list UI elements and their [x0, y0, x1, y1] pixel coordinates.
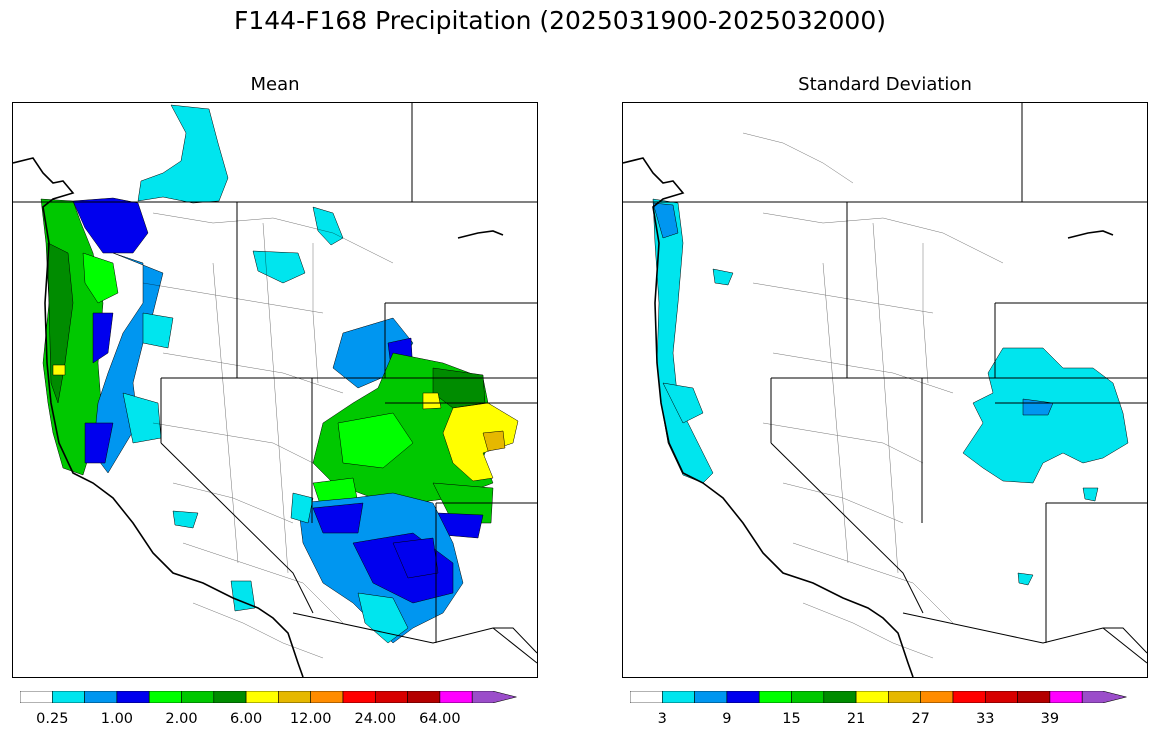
colorbar-swatch: [888, 690, 921, 704]
colorbar-tick-label: 21: [846, 711, 866, 727]
colorbar-swatch: [823, 690, 857, 704]
colorbar-swatch: [19, 690, 53, 704]
basin-region: [72, 197, 149, 254]
colorbar-swatch: [278, 690, 311, 704]
colorbar-swatch: [629, 690, 663, 704]
colorbar-tick-label: 0.25: [36, 711, 69, 727]
political-boundaries: [13, 103, 537, 664]
colorbar-swatch: [181, 690, 215, 704]
basin-region: [712, 268, 734, 286]
basin-region: [290, 492, 314, 524]
basin-region: [312, 206, 344, 246]
basin-region: [52, 364, 66, 376]
basin-region: [230, 580, 256, 612]
stddev-colorbar: [629, 688, 1142, 707]
colorbar-swatch: [920, 690, 954, 704]
colorbar-swatch: [84, 690, 118, 704]
mean-panel-title: Mean: [250, 74, 300, 95]
colorbar-tick-label: 39: [1040, 711, 1060, 727]
basin-region: [442, 402, 519, 482]
great-lakes-coast: [1067, 230, 1114, 239]
colorbar-swatch: [342, 690, 376, 704]
colorbar-swatch: [148, 690, 182, 704]
colorbar-tick-label: 9: [722, 711, 732, 727]
basin-region: [84, 422, 114, 464]
colorbar-swatch: [471, 690, 517, 704]
colorbar-swatch: [51, 690, 85, 704]
stddev-panel-title: Standard Deviation: [798, 74, 972, 95]
basin-boundaries: [142, 212, 394, 659]
coastline: [623, 157, 914, 677]
colorbar-swatch: [758, 690, 792, 704]
colorbar-tick-label: 24.00: [354, 711, 397, 727]
colorbar-swatch: [245, 690, 279, 704]
basin-region: [1017, 572, 1034, 586]
colorbar-swatch: [213, 690, 247, 704]
basin-region: [82, 252, 119, 304]
stddev-map: [622, 102, 1148, 678]
basin-region: [312, 502, 364, 534]
colorbar-tick-label: 27: [911, 711, 930, 727]
basin-region: [422, 392, 442, 410]
colorbar-swatch: [952, 690, 986, 704]
basin-region: [137, 104, 229, 204]
colorbar-tick-label: 1.00: [100, 711, 134, 727]
colorbar-swatch: [407, 690, 441, 704]
colorbar-tick-label: 64.00: [419, 711, 461, 727]
basin-region: [662, 382, 704, 424]
colorbar-tick-label: 12.00: [289, 711, 332, 727]
colorbar-tick-label: 2.00: [165, 711, 198, 727]
stddev-colorbar-swatches: [629, 690, 1127, 704]
colorbar-tick-label: 33: [976, 711, 995, 727]
basin-region: [337, 412, 414, 469]
basin-region: [652, 198, 714, 484]
stddev-fill: [652, 198, 1129, 586]
colorbar-swatch: [1017, 690, 1051, 704]
basin-region: [392, 537, 439, 579]
basin-region: [92, 312, 114, 364]
political-boundaries: [623, 103, 1147, 664]
colorbar-swatch: [439, 690, 473, 704]
coastline: [13, 157, 304, 677]
colorbar-swatch: [310, 690, 344, 704]
colorbar-swatch: [855, 690, 889, 704]
colorbar-swatch: [116, 690, 150, 704]
basin-region: [962, 347, 1129, 484]
mean-colorbar-swatches: [19, 690, 517, 704]
colorbar-tick-label: 15: [782, 711, 801, 727]
colorbar-tick-label: 6.00: [229, 711, 263, 727]
colorbar-swatch: [1049, 690, 1083, 704]
basin-region: [142, 312, 174, 349]
colorbar-swatch: [1081, 690, 1127, 704]
gulf-coast: [1107, 627, 1147, 654]
gulf-coast: [497, 627, 537, 654]
colorbar-swatch: [726, 690, 760, 704]
basin-region: [47, 242, 74, 404]
basin-boundaries: [742, 132, 1004, 659]
colorbar-tick-label: 3: [657, 711, 667, 727]
basin-region: [482, 430, 506, 452]
colorbar-swatch: [374, 690, 408, 704]
colorbar-swatch: [984, 690, 1018, 704]
figure-title: F144-F168 Precipitation (2025031900-2025…: [233, 6, 886, 35]
basin-region: [172, 510, 199, 529]
mean-map: [12, 102, 538, 678]
mean-colorbar: [19, 688, 532, 707]
basin-region: [252, 250, 306, 284]
colorbar-swatch: [661, 690, 695, 704]
basin-region: [652, 202, 679, 239]
great-lakes-coast: [457, 230, 504, 239]
colorbar-swatch: [791, 690, 825, 704]
mean-precip-fill: [40, 104, 519, 644]
basin-region: [1082, 487, 1099, 502]
colorbar-swatch: [694, 690, 728, 704]
